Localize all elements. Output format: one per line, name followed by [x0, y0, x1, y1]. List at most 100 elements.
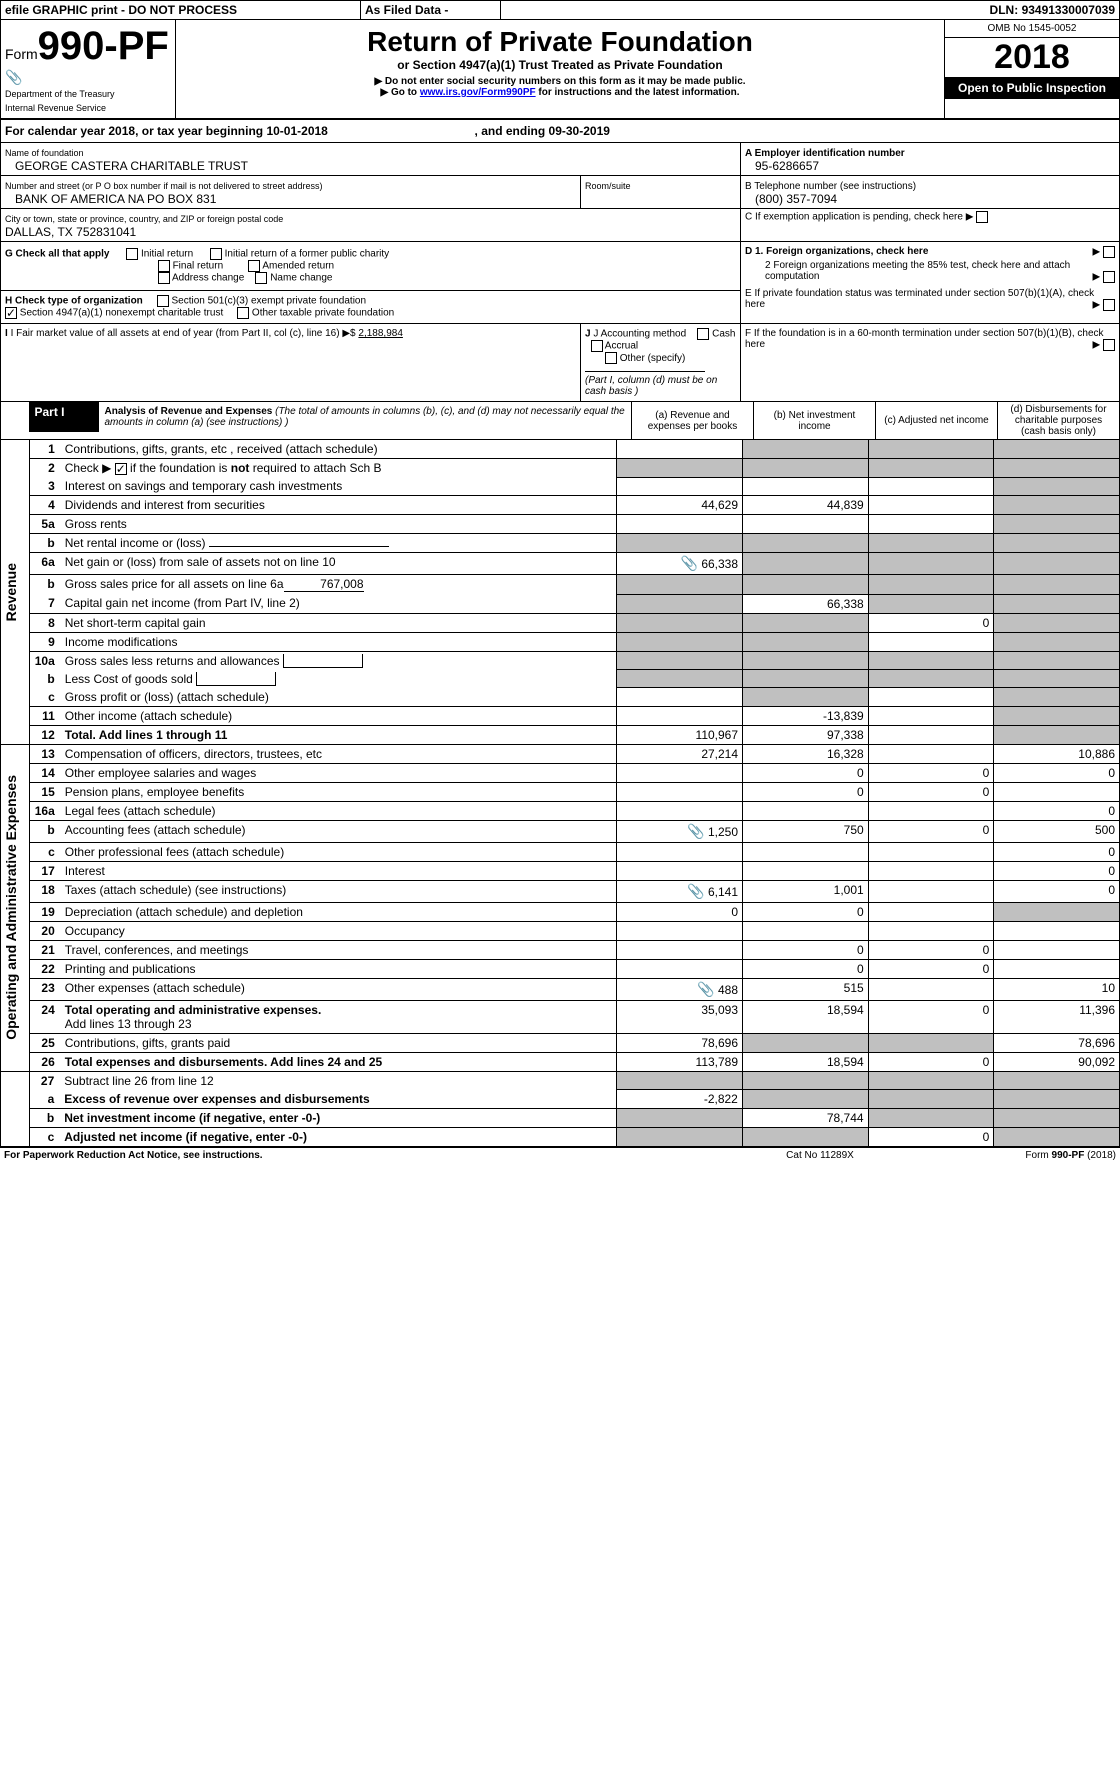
line-1-desc: Contributions, gifts, grants, etc , rece…: [61, 440, 617, 459]
attachment-icon: 📎: [687, 883, 704, 899]
d1-line: D 1. Foreign organizations, check here ▶: [745, 246, 1115, 257]
f-checkbox[interactable]: [1103, 339, 1115, 351]
g-final-checkbox[interactable]: [158, 260, 170, 272]
h-4947-checkbox[interactable]: [5, 307, 17, 319]
line-16c-desc: Other professional fees (attach schedule…: [61, 842, 617, 861]
dept-label: Department of the Treasury: [5, 89, 115, 99]
line-17-desc: Interest: [61, 861, 617, 880]
line-6b-desc: Gross sales price for all assets on line…: [61, 575, 617, 595]
addr-label: Number and street (or P O box number if …: [5, 181, 322, 191]
form-prefix: Form: [5, 46, 38, 62]
attachment-icon: 📎: [697, 981, 714, 997]
d2-checkbox[interactable]: [1103, 271, 1115, 283]
c-checkbox[interactable]: [976, 211, 988, 223]
g-amended-checkbox[interactable]: [248, 260, 260, 272]
form-number: 990-PF: [38, 24, 169, 68]
d1-checkbox[interactable]: [1103, 246, 1115, 258]
ein-label: A Employer identification number: [745, 148, 905, 159]
part1-label: Part I: [29, 402, 99, 432]
line-9-desc: Income modifications: [61, 632, 617, 651]
name-label: Name of foundation: [5, 148, 84, 158]
irs-link[interactable]: www.irs.gov/Form990PF: [420, 87, 536, 98]
line-3-desc: Interest on savings and temporary cash i…: [61, 477, 617, 496]
h-501c3-checkbox[interactable]: [157, 295, 169, 307]
entity-block: Name of foundation GEORGE CASTERA CHARIT…: [0, 143, 1120, 402]
topbar: efile GRAPHIC print - DO NOT PROCESS As …: [0, 0, 1120, 20]
i-value: 2,188,984: [358, 328, 403, 339]
line-15-desc: Pension plans, employee benefits: [61, 782, 617, 801]
omb-number: OMB No 1545-0052: [945, 20, 1119, 38]
line-6a-a: 📎 66,338: [617, 553, 743, 575]
line-20-desc: Occupancy: [61, 921, 617, 940]
j-cash-checkbox[interactable]: [697, 328, 709, 340]
line-14-desc: Other employee salaries and wages: [61, 763, 617, 782]
part1-table: Part I Analysis of Revenue and Expenses …: [0, 402, 1120, 440]
tax-year: 2018: [945, 38, 1119, 77]
footer-mid: Cat No 11289X: [720, 1148, 920, 1163]
line-6a-desc: Net gain or (loss) from sale of assets n…: [61, 553, 617, 575]
form-note2: ▶ Go to www.irs.gov/Form990PF for instru…: [182, 87, 938, 98]
phone-label: B Telephone number (see instructions): [745, 181, 916, 192]
calendar-year-line: For calendar year 2018, or tax year begi…: [0, 120, 1120, 143]
g-label: G Check all that apply: [5, 249, 109, 260]
h-other-checkbox[interactable]: [237, 307, 249, 319]
page-footer: For Paperwork Reduction Act Notice, see …: [0, 1148, 1120, 1163]
line27-section: 27 Subtract line 26 from line 12 a Exces…: [0, 1072, 1120, 1149]
line-13-desc: Compensation of officers, directors, tru…: [61, 745, 617, 764]
line-10c-desc: Gross profit or (loss) (attach schedule): [61, 688, 617, 707]
line-22-desc: Printing and publications: [61, 959, 617, 978]
line-4-b: 44,839: [743, 496, 869, 515]
line-23-desc: Other expenses (attach schedule): [61, 978, 617, 1000]
revenue-label: Revenue: [1, 553, 21, 631]
line-16b-desc: Accounting fees (attach schedule): [61, 820, 617, 842]
attachment-icon: 📎: [681, 555, 698, 571]
line-13-d: 10,886: [994, 745, 1120, 764]
f-label: F If the foundation is in a 60-month ter…: [745, 328, 1104, 350]
line2-checkbox[interactable]: [115, 463, 127, 475]
attachment-icon: 📎: [687, 823, 704, 839]
g-name-checkbox[interactable]: [255, 272, 267, 284]
col-d-header: (d) Disbursements for charitable purpose…: [998, 402, 1120, 440]
line-8-c: 0: [868, 613, 994, 632]
asfiled-label: As Filed Data -: [361, 1, 501, 20]
line-16a-desc: Legal fees (attach schedule): [61, 801, 617, 820]
line-27-desc: Subtract line 26 from line 12: [60, 1072, 616, 1090]
line-4-desc: Dividends and interest from securities: [61, 496, 617, 515]
expenses-section: Operating and Administrative Expenses 13…: [0, 745, 1120, 1072]
e-checkbox[interactable]: [1103, 299, 1115, 311]
j-other-checkbox[interactable]: [605, 352, 617, 364]
revenue-section: Revenue 1 Contributions, gifts, grants, …: [0, 440, 1120, 745]
line-12-desc: Total. Add lines 1 through 11: [61, 725, 617, 744]
city-label: City or town, state or province, country…: [5, 214, 283, 224]
i-label: I Fair market value of all assets at end…: [11, 328, 340, 339]
j-label: J Accounting method: [593, 329, 686, 340]
phone-value: (800) 357-7094: [745, 192, 837, 206]
line-21-desc: Travel, conferences, and meetings: [61, 940, 617, 959]
room-label: Room/suite: [585, 181, 631, 191]
line-27b-desc: Net investment income (if negative, ente…: [60, 1109, 616, 1128]
form-header: Form990-PF 📎 Department of the Treasury …: [0, 20, 1120, 120]
g-former-checkbox[interactable]: [210, 248, 222, 260]
city-value: DALLAS, TX 752831041: [5, 225, 136, 239]
j-note: (Part I, column (d) must be on cash basi…: [585, 375, 717, 397]
line-10b-desc: Less Cost of goods sold: [61, 670, 617, 688]
efile-notice: efile GRAPHIC print - DO NOT PROCESS: [1, 1, 361, 20]
line-11-desc: Other income (attach schedule): [61, 706, 617, 725]
irs-label: Internal Revenue Service: [5, 103, 106, 113]
line-12-b: 97,338: [743, 725, 869, 744]
line-18-desc: Taxes (attach schedule) (see instruction…: [61, 880, 617, 902]
line-7-b: 66,338: [743, 594, 869, 613]
col-c-header: (c) Adjusted net income: [876, 402, 998, 440]
d2-line: 2 Foreign organizations meeting the 85% …: [745, 260, 1115, 282]
g-address-checkbox[interactable]: [158, 272, 170, 284]
line-2-desc: Check ▶ if the foundation is not require…: [61, 459, 617, 478]
addr-value: BANK OF AMERICA NA PO BOX 831: [5, 192, 216, 206]
expenses-label: Operating and Administrative Expenses: [1, 765, 21, 1050]
footer-right: Form 990-PF (2018): [920, 1148, 1120, 1163]
c-label: C If exemption application is pending, c…: [745, 212, 963, 223]
j-accrual-checkbox[interactable]: [591, 340, 603, 352]
line-24-desc: Total operating and administrative expen…: [61, 1000, 617, 1033]
g-initial-checkbox[interactable]: [126, 248, 138, 260]
line-5b-desc: Net rental income or (loss): [61, 534, 617, 553]
line-8-desc: Net short-term capital gain: [61, 613, 617, 632]
